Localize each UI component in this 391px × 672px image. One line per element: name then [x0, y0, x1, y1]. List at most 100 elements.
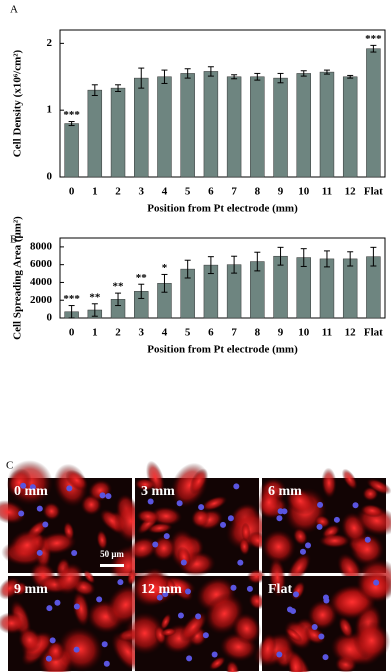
error-bar [277, 246, 284, 266]
nucleus [352, 502, 359, 509]
image-tile: 6 mm [257, 467, 391, 586]
nucleus [36, 505, 43, 512]
nucleus [322, 654, 329, 661]
error-bar [184, 259, 191, 279]
x-axis-label: Position from Pt electrode (mm) [147, 203, 298, 215]
annotation: ** [89, 291, 101, 303]
cell [18, 627, 42, 653]
y-tick-label: 1 [47, 104, 53, 116]
x-tick-label: 8 [255, 327, 261, 339]
error-bar [161, 69, 168, 84]
annotation: * [162, 262, 168, 274]
x-tick-label: 4 [162, 327, 168, 339]
nucleus [147, 498, 154, 505]
cell [350, 533, 385, 566]
x-tick-label: 9 [278, 327, 284, 339]
cell [248, 592, 266, 610]
y-axis-label: Cell Density (x10⁶/cm²) [12, 49, 24, 157]
x-tick-label: 1 [92, 327, 98, 339]
x-tick-label: 7 [231, 327, 237, 339]
error-bar [161, 273, 168, 293]
nucleus [73, 603, 80, 610]
cell [285, 627, 303, 643]
cell [160, 627, 177, 637]
x-tick-label: 7 [231, 186, 237, 198]
error-bar [254, 72, 261, 81]
nucleus [198, 504, 205, 511]
nucleus [18, 510, 25, 517]
error-bar [207, 256, 214, 275]
nucleus [20, 482, 27, 489]
nucleus [73, 646, 80, 653]
cell [57, 626, 104, 672]
x-tick-label: 10 [298, 186, 310, 198]
nucleus [195, 613, 202, 620]
x-tick-label: 10 [298, 327, 310, 339]
nucleus [227, 515, 234, 522]
error-bar [300, 70, 307, 77]
y-tick-label: 2000 [30, 294, 53, 306]
x-tick-label: 3 [139, 186, 145, 198]
y-tick-label: 2 [47, 37, 53, 49]
cell [134, 478, 157, 491]
y-tick-label: 6000 [30, 258, 53, 270]
bar [64, 123, 79, 178]
cell [96, 529, 108, 551]
error-bar [254, 251, 261, 272]
bar [157, 76, 172, 178]
nucleus [103, 660, 110, 667]
nucleus [230, 584, 237, 591]
cell [238, 537, 250, 556]
x-tick-label: 12 [345, 327, 357, 339]
cell [6, 468, 32, 497]
cell [189, 468, 209, 495]
cell [318, 533, 351, 549]
error-bar [323, 250, 330, 268]
nucleus [233, 483, 240, 490]
error-bar [370, 246, 377, 267]
scale-bar [100, 564, 124, 567]
error-bar [91, 84, 98, 96]
nucleus [46, 605, 53, 612]
y-axis-label: Cell Spreading Area (μm²) [12, 216, 24, 340]
error-bar [347, 74, 354, 79]
nucleus [96, 596, 103, 603]
nucleus [220, 521, 227, 528]
error-bar [184, 68, 191, 79]
nucleus [54, 599, 61, 606]
error-bar [347, 251, 354, 267]
cell [191, 508, 210, 528]
error-bar [300, 248, 307, 267]
cell [293, 527, 308, 546]
cell [268, 556, 287, 599]
image-tile: Flat [253, 556, 391, 672]
cell [8, 529, 46, 562]
x-tick-label: 12 [345, 186, 357, 198]
x-tick-label: 1 [92, 186, 98, 198]
error-bar [231, 74, 238, 80]
cell [352, 621, 391, 660]
nucleus [317, 501, 324, 508]
cell [160, 613, 172, 631]
annotation: ** [136, 272, 148, 284]
cell [149, 506, 183, 526]
cell [133, 571, 176, 606]
cell [65, 469, 89, 491]
cell [83, 569, 96, 584]
cell [261, 529, 296, 565]
bar [134, 77, 149, 178]
error-bar [323, 69, 330, 75]
x-tick-label: 0 [69, 186, 75, 198]
tile-label: 3 mm [141, 484, 175, 499]
cell [127, 536, 158, 561]
x-tick-label: 11 [322, 327, 332, 339]
nucleus [45, 655, 52, 662]
nucleus [305, 542, 312, 549]
cell [287, 552, 311, 584]
cell [366, 478, 391, 495]
annotation: ** [113, 281, 125, 293]
bar [250, 76, 265, 178]
x-tick-label: 6 [208, 327, 214, 339]
nucleus [292, 591, 299, 598]
